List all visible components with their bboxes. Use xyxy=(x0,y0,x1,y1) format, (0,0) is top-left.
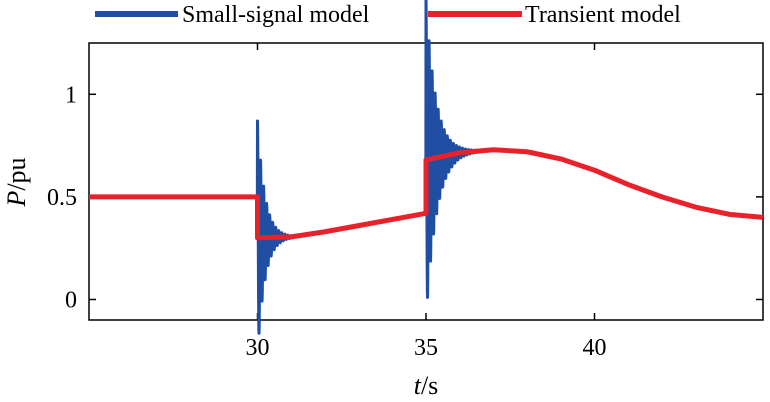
series-line-transient-model xyxy=(89,147,764,241)
y-tick-label: 1 xyxy=(65,82,77,108)
y-tick-label: 0.5 xyxy=(47,185,77,211)
x-tick-label: 30 xyxy=(246,335,270,361)
x-tick-label: 40 xyxy=(583,335,607,361)
y-tick-label: 0 xyxy=(65,287,77,313)
series-layer xyxy=(87,0,765,335)
chart-legend: Small-signal model Transient model xyxy=(95,2,681,28)
y-axis-label: P/pu xyxy=(2,157,31,207)
legend-label-transient-model: Transient model xyxy=(525,2,681,28)
x-tick-label: 35 xyxy=(414,335,438,361)
axis-ticks: 30 35 40 0 0.5 1 xyxy=(47,43,763,361)
x-axis-label: t/s xyxy=(414,371,439,400)
legend-label-small-signal-model: Small-signal model xyxy=(182,2,370,28)
